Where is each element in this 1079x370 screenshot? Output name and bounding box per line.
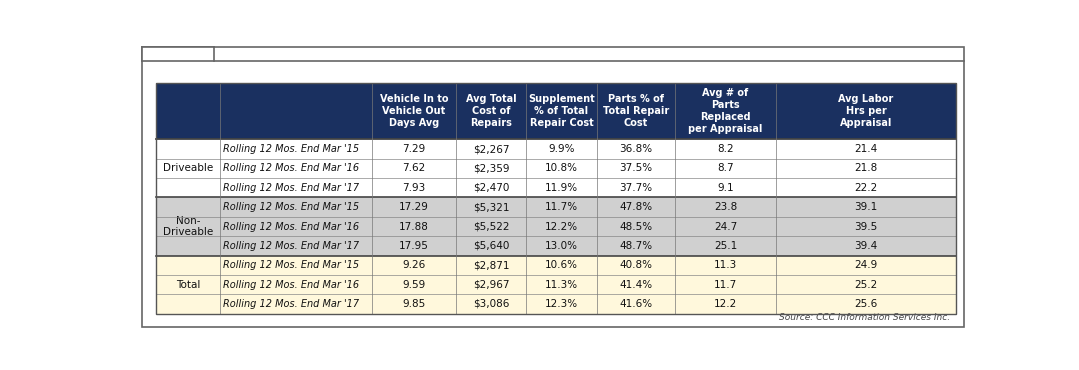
Text: $3,086: $3,086 [473,299,509,309]
Text: 9.59: 9.59 [402,280,425,290]
Text: $2,470: $2,470 [473,183,509,193]
Text: 37.7%: 37.7% [619,183,653,193]
Text: 39.5: 39.5 [855,222,877,232]
Text: Avg Labor
Hrs per
Appraisal: Avg Labor Hrs per Appraisal [838,94,893,128]
Text: Source: CCC Information Services Inc.: Source: CCC Information Services Inc. [779,313,951,322]
Text: Driveable: Driveable [163,164,213,174]
Bar [155,83,956,139]
Text: 22.2: 22.2 [855,183,877,193]
Text: 17.95: 17.95 [399,241,428,251]
Text: 17.88: 17.88 [399,222,428,232]
Text: 8.7: 8.7 [718,164,734,174]
Bar [155,198,956,217]
Text: Total: Total [176,280,200,290]
Text: 21.4: 21.4 [855,144,877,154]
Text: 9.1: 9.1 [718,183,734,193]
Text: $5,522: $5,522 [473,222,509,232]
Text: Figure 2: Figure 2 [153,48,204,61]
Bar [155,275,956,294]
Text: 25.2: 25.2 [855,280,877,290]
Text: 11.9%: 11.9% [545,183,578,193]
Text: 24.9: 24.9 [855,260,877,270]
Text: Supplement
% of Total
Repair Cost: Supplement % of Total Repair Cost [528,94,595,128]
Text: 11.7%: 11.7% [545,202,578,212]
Text: Vehicle In to
Vehicle Out
Days Avg: Vehicle In to Vehicle Out Days Avg [380,94,448,128]
Text: 39.1: 39.1 [855,202,877,212]
Text: $2,967: $2,967 [473,280,509,290]
Bar [155,178,956,198]
Text: Rolling 12 Mos. End Mar '15: Rolling 12 Mos. End Mar '15 [223,202,359,212]
Text: $5,640: $5,640 [473,241,509,251]
Text: 7.93: 7.93 [402,183,425,193]
Text: 41.6%: 41.6% [619,299,653,309]
Text: 39.4: 39.4 [855,241,877,251]
Bar [155,256,956,275]
Text: 47.8%: 47.8% [619,202,653,212]
Text: Rolling 12 Mos. End Mar '15: Rolling 12 Mos. End Mar '15 [223,260,359,270]
Text: 48.5%: 48.5% [619,222,653,232]
Text: Rolling 12 Mos. End Mar '17: Rolling 12 Mos. End Mar '17 [223,183,359,193]
Text: Rolling 12 Mos. End Mar '16: Rolling 12 Mos. End Mar '16 [223,222,359,232]
Text: 8.2: 8.2 [718,144,734,154]
Text: Avg Total
Cost of
Repairs: Avg Total Cost of Repairs [466,94,517,128]
Text: Rolling 12 Mos. End Mar '16: Rolling 12 Mos. End Mar '16 [223,280,359,290]
Text: 12.2%: 12.2% [545,222,578,232]
Bar [155,159,956,178]
Text: Parts % of
Total Repair
Cost: Parts % of Total Repair Cost [603,94,669,128]
Text: 10.6%: 10.6% [545,260,578,270]
Text: $2,359: $2,359 [473,164,509,174]
Text: 7.29: 7.29 [402,144,425,154]
Bar [155,83,956,314]
Bar [155,217,956,236]
Text: 36.8%: 36.8% [619,144,653,154]
Bar [142,47,214,61]
Text: Rolling 12 Mos. End Mar '16: Rolling 12 Mos. End Mar '16 [223,164,359,174]
Text: 9.9%: 9.9% [548,144,575,154]
Bar [155,139,956,159]
Text: Rolling 12 Mos. End Mar '17: Rolling 12 Mos. End Mar '17 [223,241,359,251]
Text: 17.29: 17.29 [399,202,428,212]
Text: Avg # of
Parts
Replaced
per Appraisal: Avg # of Parts Replaced per Appraisal [688,88,763,134]
Text: 24.7: 24.7 [714,222,737,232]
Text: Rolling 12 Mos. End Mar '15: Rolling 12 Mos. End Mar '15 [223,144,359,154]
Text: $5,321: $5,321 [473,202,509,212]
Text: 48.7%: 48.7% [619,241,653,251]
Text: 10.8%: 10.8% [545,164,578,174]
Text: 12.3%: 12.3% [545,299,578,309]
Text: 25.6: 25.6 [855,299,877,309]
Text: 7.62: 7.62 [402,164,425,174]
Text: $2,267: $2,267 [473,144,509,154]
Text: 11.7: 11.7 [714,280,737,290]
Text: 12.2: 12.2 [714,299,737,309]
Text: 11.3: 11.3 [714,260,737,270]
Text: 25.1: 25.1 [714,241,737,251]
Text: 9.85: 9.85 [402,299,425,309]
Text: 11.3%: 11.3% [545,280,578,290]
Bar [155,294,956,314]
Text: 23.8: 23.8 [714,202,737,212]
Text: $2,871: $2,871 [473,260,509,270]
Text: Non-
Driveable: Non- Driveable [163,216,213,237]
Text: Rolling 12 Mos. End Mar '17: Rolling 12 Mos. End Mar '17 [223,299,359,309]
Text: 40.8%: 40.8% [619,260,653,270]
Text: 41.4%: 41.4% [619,280,653,290]
Text: 21.8: 21.8 [855,164,877,174]
Text: 37.5%: 37.5% [619,164,653,174]
Text: 13.0%: 13.0% [545,241,578,251]
Bar [155,236,956,256]
Text: 9.26: 9.26 [402,260,425,270]
